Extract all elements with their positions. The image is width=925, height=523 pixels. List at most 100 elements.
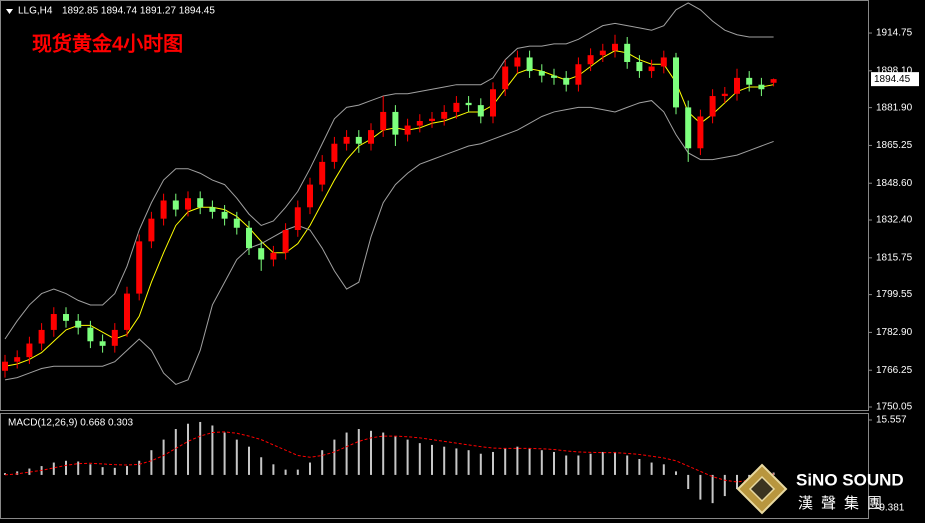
macd-bar — [296, 469, 299, 475]
menu-arrow — [6, 9, 13, 14]
macd-bar — [309, 462, 311, 475]
candle-body — [63, 314, 69, 321]
candle-body — [99, 341, 106, 346]
macd-bar — [431, 444, 433, 475]
macd-bar — [77, 461, 80, 475]
ohlc-label: 1892.85 1894.74 1891.27 1894.45 — [62, 6, 215, 17]
candle-body — [648, 66, 655, 72]
macd-bar — [699, 474, 702, 500]
macd-bar — [52, 462, 55, 475]
macd-bar — [370, 430, 372, 475]
macd-bar — [467, 450, 470, 475]
annotation: 现货黄金4小时图 — [32, 31, 183, 55]
logo-subtitle: 漢聲集團 — [798, 495, 890, 512]
macd-bar — [272, 464, 275, 475]
macd-bar — [504, 448, 507, 475]
candle-body — [734, 77, 740, 94]
macd-bar — [479, 453, 482, 475]
y-tick-label: 1750.05 — [876, 402, 913, 413]
macd-bar — [321, 450, 324, 475]
candle-body — [612, 43, 618, 51]
macd-bar — [248, 446, 250, 475]
candle-body — [453, 102, 460, 112]
candle-body — [294, 207, 301, 231]
candle-body — [197, 198, 204, 208]
main-frame — [0, 0, 869, 411]
candle-body — [185, 198, 191, 210]
candle-body — [270, 252, 277, 260]
macd-bar — [89, 464, 92, 475]
series-line — [4, 2, 774, 340]
candle-body — [124, 293, 130, 330]
candle-body — [538, 71, 545, 76]
macd-bar — [162, 439, 165, 475]
candle-body — [502, 66, 509, 90]
candle-body — [673, 57, 679, 108]
macd-bar — [101, 467, 104, 475]
macd-bar — [16, 471, 19, 475]
candle-body — [624, 43, 631, 62]
candle-body — [477, 105, 484, 117]
macd-bar — [235, 439, 238, 475]
candle-body — [136, 241, 143, 294]
candle-body — [441, 111, 448, 119]
candle-body — [2, 361, 8, 371]
macd-bar — [150, 450, 153, 475]
macd-bar — [711, 474, 714, 504]
macd-bar — [28, 468, 31, 475]
candle-body — [758, 84, 765, 90]
macd-bar — [113, 467, 116, 475]
candle-body — [660, 57, 667, 67]
macd-bar — [650, 462, 653, 475]
macd-bar — [516, 446, 519, 475]
y-tick-label: 1914.75 — [876, 28, 913, 39]
candle-body — [551, 75, 557, 78]
macd-bar — [687, 474, 690, 490]
macd-bar — [565, 455, 568, 475]
candle-body — [368, 130, 374, 144]
macd-bar — [394, 436, 397, 475]
candle-body — [221, 211, 228, 219]
y-tick-label: -9.381 — [876, 503, 905, 514]
candle-body — [490, 89, 496, 117]
candle-body — [404, 125, 411, 135]
macd-title: MACD(12,26,9) 0.668 0.303 — [8, 418, 134, 429]
logo-inner — [748, 475, 776, 503]
candle-body — [770, 79, 777, 83]
candle-body — [636, 61, 643, 72]
logo-name: SiNO SOUND — [796, 470, 904, 489]
candle-body — [514, 57, 521, 67]
macd-bar — [187, 423, 189, 475]
candle-body — [246, 227, 252, 249]
macd-bar — [626, 455, 629, 475]
candle-body — [429, 118, 435, 122]
series-line — [4, 50, 774, 367]
macd-bar — [675, 471, 677, 475]
macd-bar — [455, 448, 458, 475]
candle-body — [50, 314, 57, 330]
macd-bar — [662, 464, 665, 475]
candle-body — [709, 96, 716, 117]
candle-body — [355, 136, 362, 144]
candle-body — [160, 200, 167, 219]
macd-bar — [553, 451, 555, 475]
macd-bar — [138, 460, 141, 475]
y-tick-label: 1848.60 — [876, 178, 913, 189]
macd-bar — [284, 469, 287, 475]
macd-bar — [736, 474, 738, 490]
candle-body — [258, 248, 265, 260]
y-tick-label: 1782.90 — [876, 327, 913, 338]
macd-bar — [126, 466, 128, 475]
macd-bar — [492, 451, 494, 475]
candle-body — [416, 121, 423, 126]
macd-bar — [382, 432, 385, 475]
candle-body — [575, 64, 582, 85]
y-tick-label: 1881.90 — [876, 102, 913, 113]
candle-body — [685, 107, 692, 149]
macd-bar — [528, 448, 531, 475]
macd-bar — [223, 432, 226, 475]
candle-body — [209, 207, 216, 212]
logo: SiNO SOUND 漢聲集團 — [736, 463, 904, 515]
